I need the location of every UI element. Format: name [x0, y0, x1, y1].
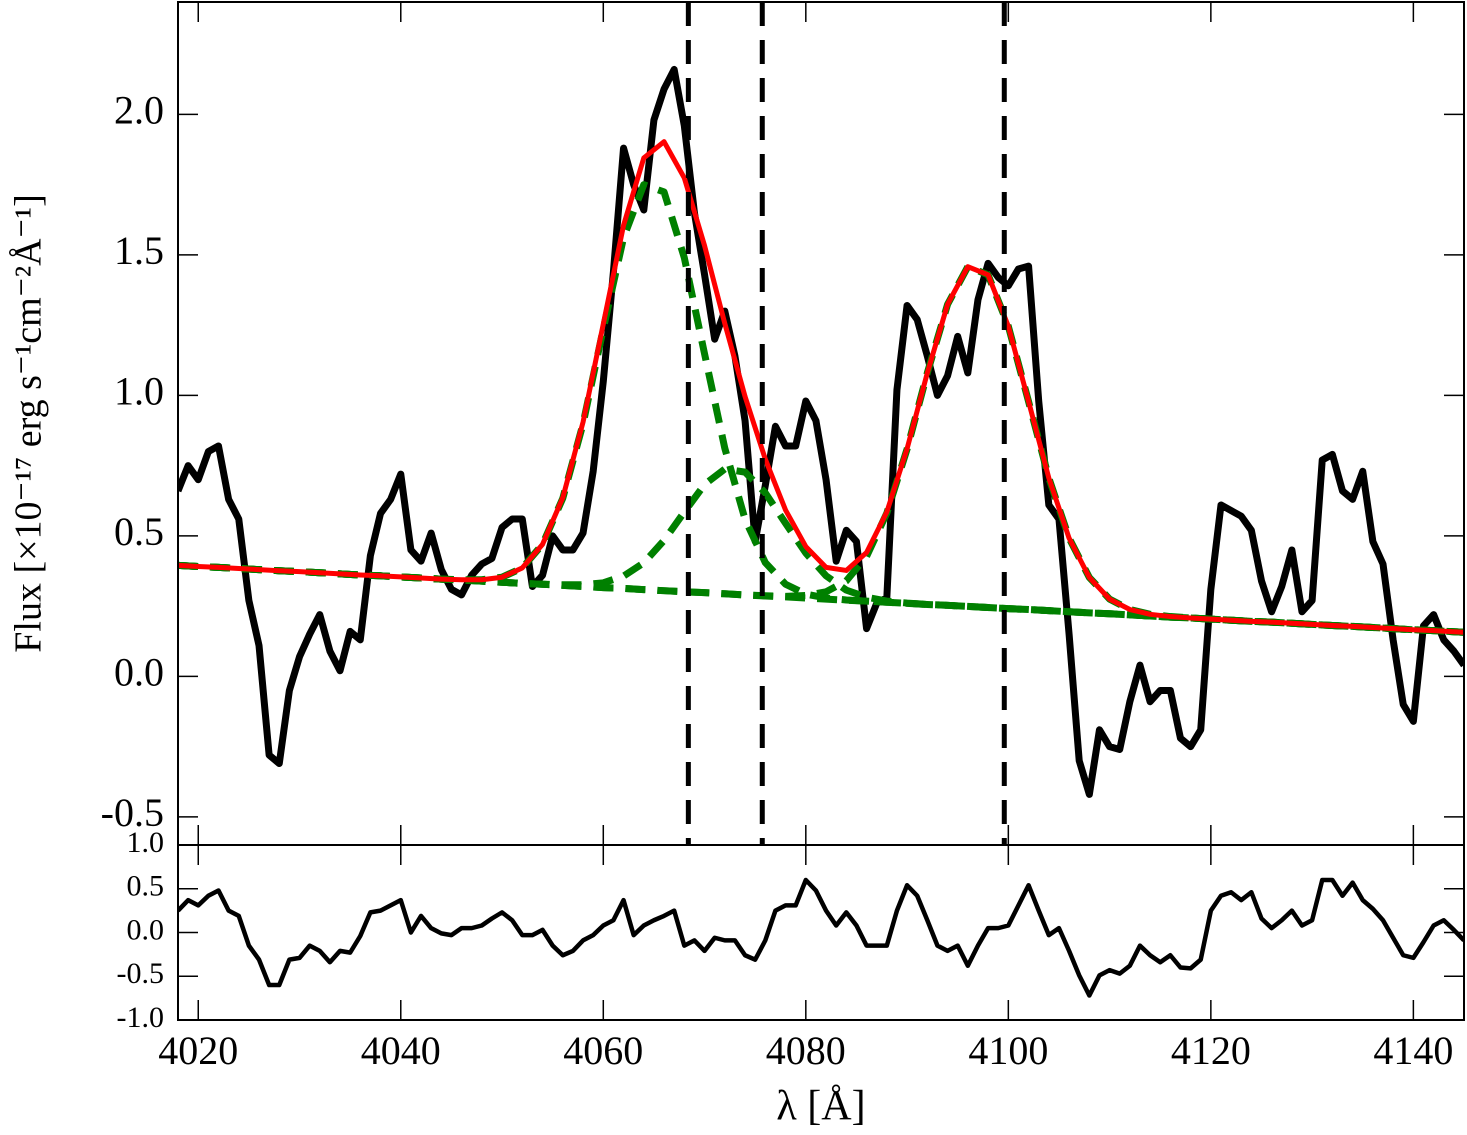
- y-tick-label: -0.5: [117, 957, 165, 990]
- model-component: [178, 263, 1464, 636]
- spectrum-line: [178, 877, 1464, 998]
- x-tick-label: 4120: [1171, 1028, 1251, 1073]
- y-tick-label: 2.0: [114, 88, 164, 133]
- y-tick-label: 1.5: [114, 228, 164, 273]
- plot-area: [178, 65, 1464, 798]
- spectrum-line: [178, 65, 1464, 798]
- x-tick-label: 4060: [563, 1028, 643, 1073]
- x-tick-label: 4100: [968, 1028, 1048, 1073]
- x-tick-label: 4040: [361, 1028, 441, 1073]
- x-tick-label: 4080: [766, 1028, 846, 1073]
- axes-frame: [177, 1, 1465, 846]
- y-tick-label: 1.0: [127, 826, 165, 859]
- plot-area: [178, 877, 1464, 998]
- x-tick-label: 4020: [158, 1028, 238, 1073]
- x-tick-label: 4140: [1373, 1028, 1453, 1073]
- y-tick-label: 1.0: [114, 369, 164, 414]
- y-tick-label: 0.5: [127, 870, 165, 903]
- y-tick-label: -0.5: [101, 790, 164, 835]
- y-tick-label: 0.5: [114, 509, 164, 554]
- y-axis-label: Flux [×10⁻¹⁷ erg s⁻¹cm⁻²Å⁻¹]: [8, 194, 50, 652]
- y-tick-label: -1.0: [117, 1001, 165, 1034]
- fit-line: [178, 139, 1464, 635]
- y-tick-label: 0.0: [127, 913, 165, 946]
- axes-frame: [177, 844, 1465, 1021]
- y-tick-label: 0.0: [114, 650, 164, 695]
- x-axis-label: λ [Å]: [776, 1084, 865, 1130]
